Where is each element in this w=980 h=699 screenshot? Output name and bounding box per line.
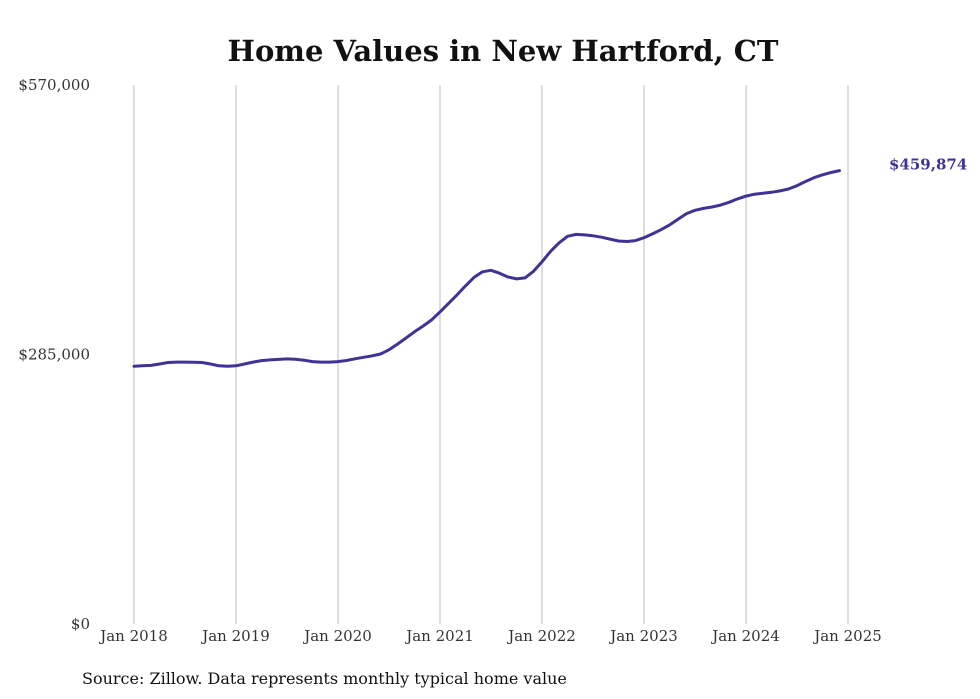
x-tick-label: Jan 2025 xyxy=(812,627,882,645)
x-tick-label: Jan 2022 xyxy=(506,627,576,645)
grid-lines xyxy=(133,85,849,624)
x-tick-label: Jan 2018 xyxy=(98,627,168,645)
y-tick-label: $285,000 xyxy=(18,346,90,364)
x-axis: Jan 2018 Jan 2019 Jan 2020 Jan 2021 Jan 2022… xyxy=(98,627,882,645)
y-axis: $0 $285,000 $570,000 xyxy=(18,76,90,633)
y-tick-label: $0 xyxy=(71,615,90,633)
y-tick-label: $570,000 xyxy=(18,76,90,94)
end-value-label: $459,874 xyxy=(889,156,967,174)
x-tick-label: Jan 2023 xyxy=(608,627,678,645)
x-tick-label: Jan 2020 xyxy=(302,627,372,645)
source-note: Source: Zillow. Data represents monthly … xyxy=(82,669,567,688)
x-tick-label: Jan 2021 xyxy=(404,627,474,645)
series-line xyxy=(132,169,841,368)
x-tick-label: Jan 2019 xyxy=(200,627,270,645)
chart-title: Home Values in New Hartford, CT xyxy=(228,34,779,68)
series-home-value xyxy=(132,169,841,368)
x-tick-label: Jan 2024 xyxy=(710,627,780,645)
